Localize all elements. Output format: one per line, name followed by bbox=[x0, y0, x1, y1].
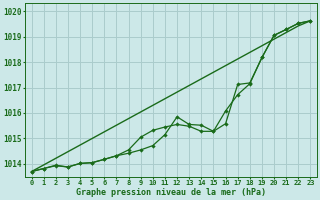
X-axis label: Graphe pression niveau de la mer (hPa): Graphe pression niveau de la mer (hPa) bbox=[76, 188, 266, 197]
